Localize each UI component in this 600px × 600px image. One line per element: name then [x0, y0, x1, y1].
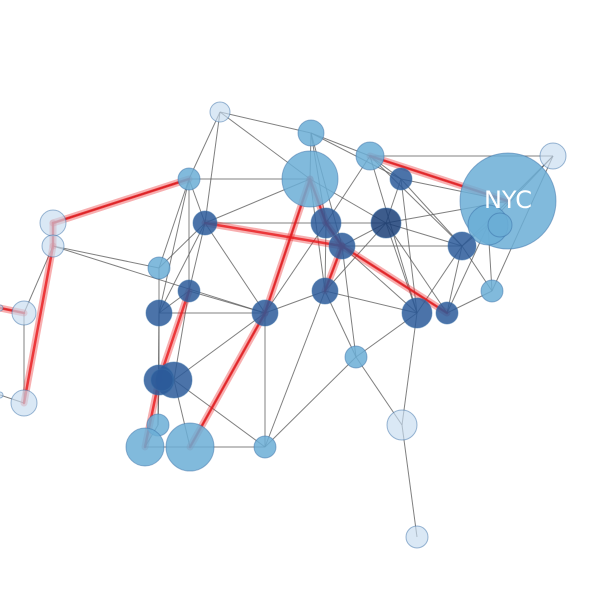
node-w: [401, 297, 433, 329]
edge-63: [324, 290, 418, 314]
highlighted-edge-5-core: [340, 244, 449, 315]
edge-52: [341, 245, 357, 358]
node-h: [39, 209, 67, 237]
node-u: [145, 299, 173, 327]
edge-41: [385, 222, 418, 314]
node-m: [41, 234, 65, 258]
node-d: [539, 142, 567, 170]
edge-72: [401, 312, 418, 426]
node-j: [310, 207, 342, 239]
node-r: [311, 277, 339, 305]
highlighted-routes-layer: [0, 152, 512, 451]
edge-51: [341, 245, 418, 314]
edge-74: [264, 356, 357, 448]
nodes-layer: [0, 101, 567, 549]
node-i: [192, 210, 218, 236]
node-q: [177, 279, 201, 303]
node-H: [405, 525, 429, 549]
edge-68: [173, 312, 266, 381]
node-t: [11, 300, 37, 326]
edge-1: [188, 111, 221, 180]
edge-34: [204, 222, 266, 314]
node-label-nyc: NYC: [484, 186, 532, 214]
edge-48: [52, 245, 160, 269]
edge-77: [173, 379, 266, 448]
node-s: [480, 279, 504, 303]
highlighted-edge-9-core: [188, 311, 267, 449]
edge-27: [400, 178, 463, 247]
edge-64: [264, 290, 326, 448]
node-y: [344, 345, 368, 369]
highlighted-edge-2-core: [22, 244, 55, 405]
edge-19: [158, 178, 190, 314]
node-k: [370, 207, 402, 239]
node-F: [165, 422, 215, 472]
edge-38: [264, 222, 327, 314]
edge-11: [369, 155, 463, 247]
edge-0: [219, 111, 312, 134]
edge-3: [204, 111, 221, 224]
node-n: [328, 232, 356, 260]
edge-20: [158, 178, 190, 269]
node-e: [177, 167, 201, 191]
node-b: [297, 119, 325, 147]
node-E: [125, 427, 165, 467]
node-a: [209, 101, 231, 123]
node-o: [447, 231, 477, 261]
highlighted-edge-0-core: [51, 177, 191, 225]
node-L: [487, 212, 513, 238]
node-g: [389, 167, 413, 191]
node-x: [435, 301, 459, 325]
node-J: [0, 304, 4, 312]
edge-82: [401, 424, 418, 538]
edge-89: [158, 222, 206, 314]
node-G: [253, 435, 277, 459]
node-B: [386, 409, 418, 441]
node-I: [150, 368, 174, 392]
node-p: [147, 256, 171, 280]
node-c: [355, 141, 385, 171]
highlighted-edge-4-core: [203, 221, 344, 248]
node-f: [281, 150, 339, 208]
node-v: [251, 299, 279, 327]
edge-42: [385, 222, 448, 314]
node-C: [10, 389, 38, 417]
node-K: [0, 391, 4, 399]
